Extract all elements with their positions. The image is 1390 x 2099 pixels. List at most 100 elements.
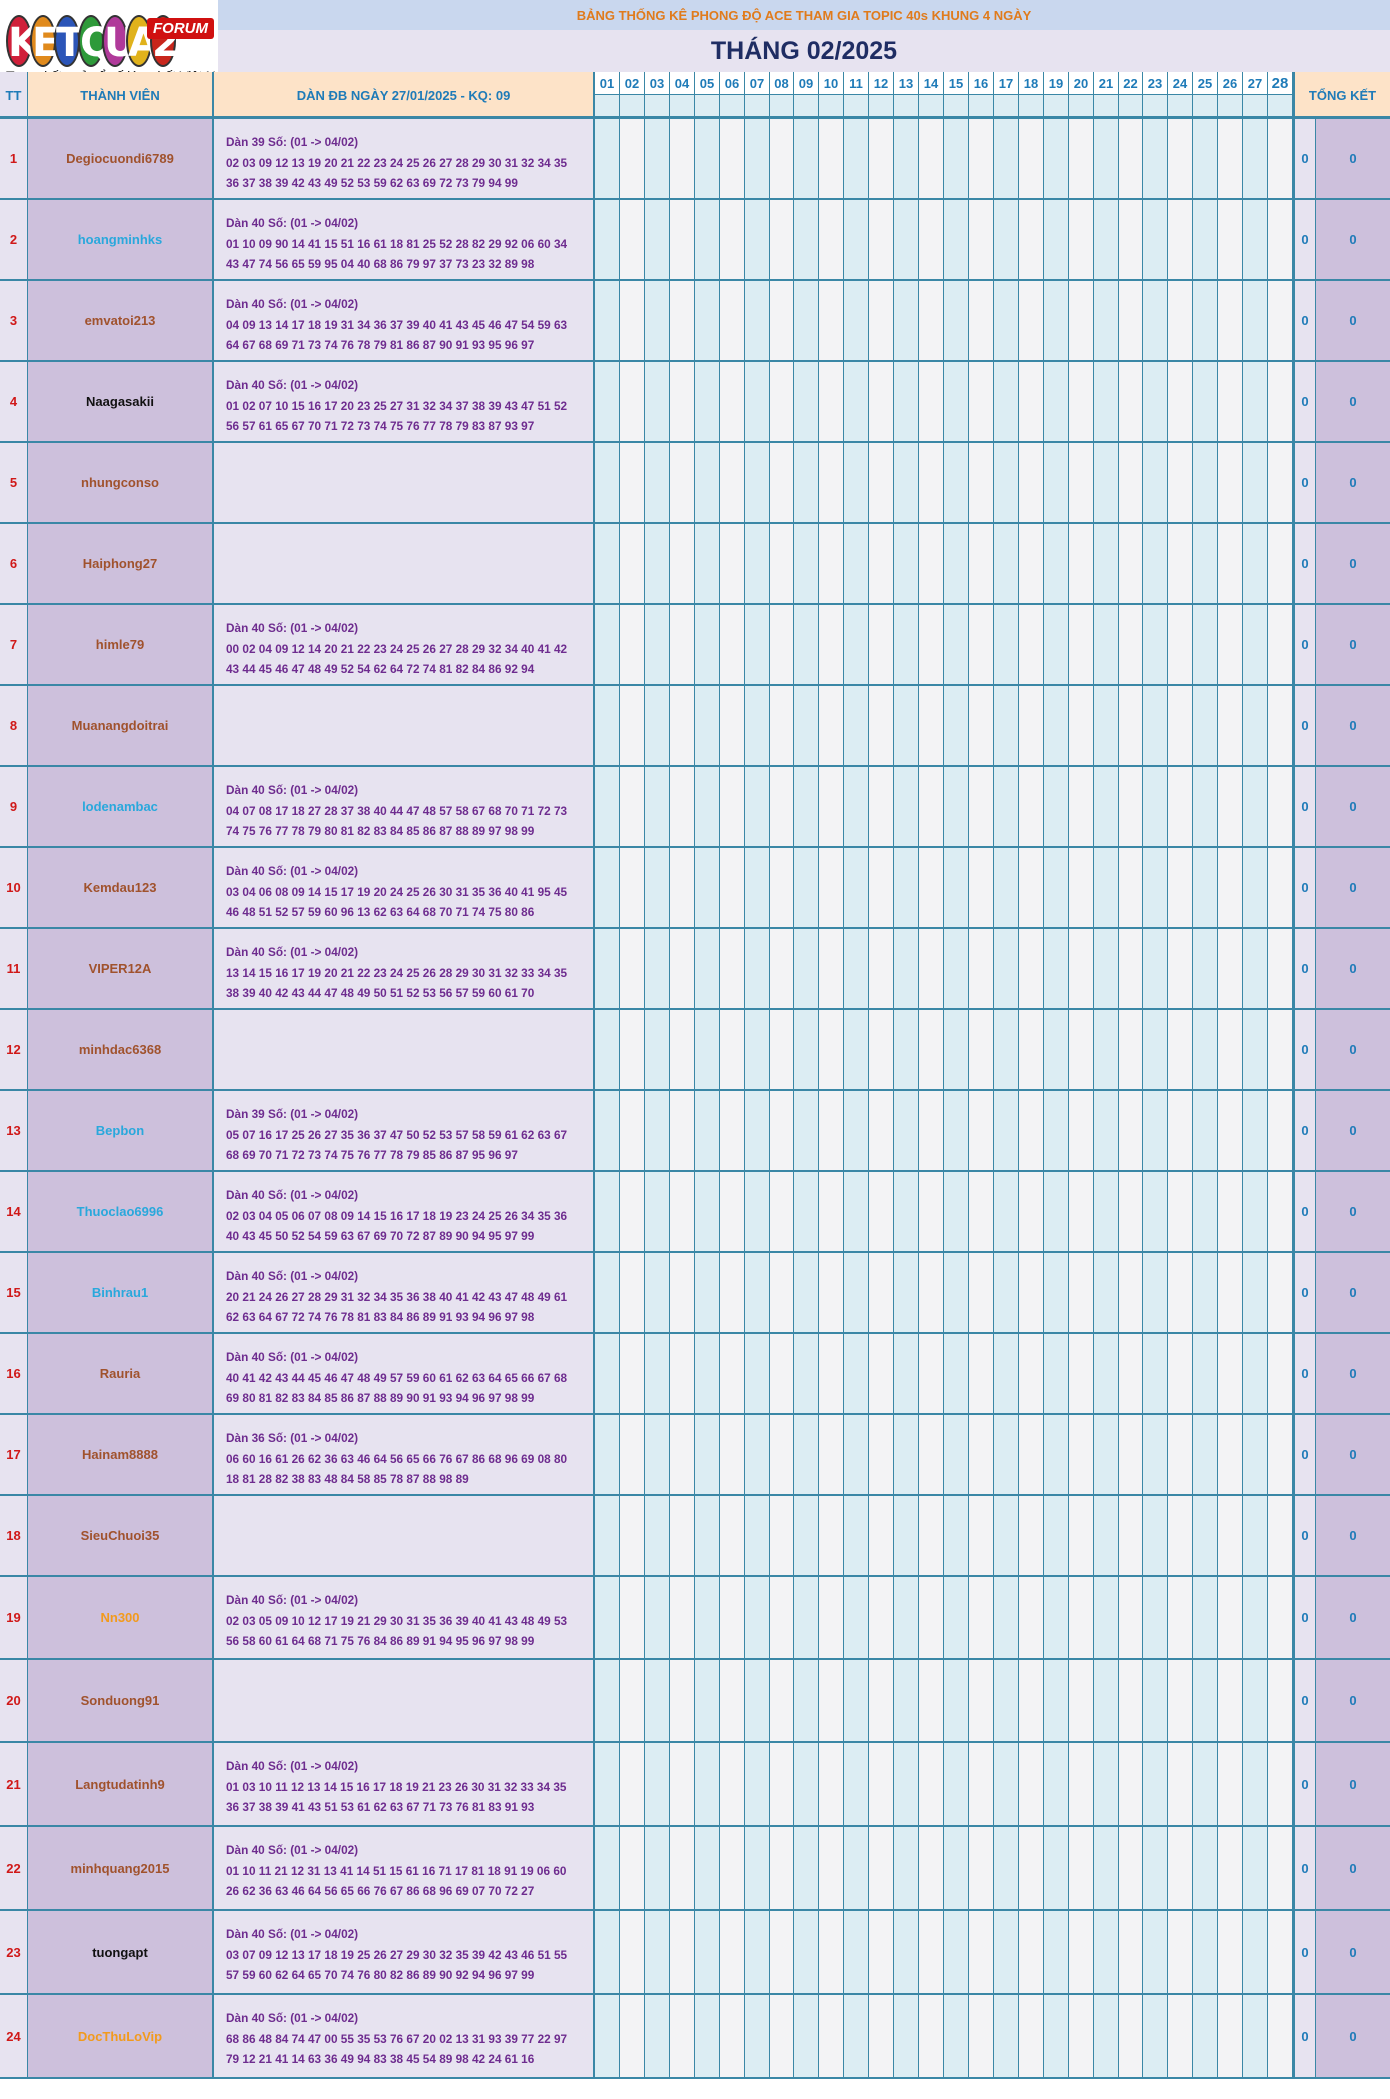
day-cell[interactable] xyxy=(1094,1334,1119,1413)
dan-cell[interactable]: Dàn 40 Số: (01 -> 04/02) 00 02 04 09 12 1… xyxy=(214,605,595,684)
day-cell[interactable] xyxy=(819,1660,844,1741)
day-cell[interactable] xyxy=(919,1911,944,1993)
day-cell[interactable] xyxy=(1243,1911,1268,1993)
day-cell[interactable] xyxy=(695,119,720,198)
day-cell[interactable] xyxy=(1243,1577,1268,1658)
day-cell[interactable] xyxy=(1094,1577,1119,1658)
day-cell[interactable] xyxy=(1268,1091,1293,1170)
day-cell[interactable] xyxy=(1218,686,1243,765)
day-cell[interactable] xyxy=(794,767,819,846)
dan-cell[interactable] xyxy=(214,686,595,765)
day-cell[interactable] xyxy=(1193,443,1218,522)
day-cell[interactable] xyxy=(844,443,869,522)
day-cell[interactable] xyxy=(745,848,770,927)
day-cell[interactable] xyxy=(595,119,620,198)
day-cell[interactable] xyxy=(620,1496,645,1575)
day-cell[interactable] xyxy=(1119,1334,1143,1413)
day-cell[interactable] xyxy=(670,686,695,765)
day-cell[interactable] xyxy=(994,1577,1019,1658)
day-cell[interactable] xyxy=(1069,1995,1094,2077)
day-cell[interactable] xyxy=(844,767,869,846)
day-cell[interactable] xyxy=(1094,1911,1119,1993)
day-cell[interactable] xyxy=(919,1415,944,1494)
day-cell[interactable] xyxy=(794,200,819,279)
day-cell[interactable] xyxy=(1193,1010,1218,1089)
day-cell[interactable] xyxy=(819,1577,844,1658)
day-cell[interactable] xyxy=(595,1496,620,1575)
day-cell[interactable] xyxy=(1143,686,1168,765)
day-cell[interactable] xyxy=(720,1743,745,1825)
day-cell[interactable] xyxy=(894,1091,919,1170)
member-name[interactable]: Langtudatinh9 xyxy=(28,1743,214,1825)
day-cell[interactable] xyxy=(1119,200,1143,279)
member-name[interactable]: Thuoclao6996 xyxy=(28,1172,214,1251)
day-cell[interactable] xyxy=(695,1172,720,1251)
member-name[interactable]: Bepbon xyxy=(28,1091,214,1170)
day-cell[interactable] xyxy=(1069,1010,1094,1089)
day-cell[interactable] xyxy=(1268,119,1293,198)
day-cell[interactable] xyxy=(770,1995,794,2077)
day-cell[interactable] xyxy=(670,443,695,522)
member-name[interactable]: Nn300 xyxy=(28,1577,214,1658)
member-name[interactable]: Sonduong91 xyxy=(28,1660,214,1741)
day-cell[interactable] xyxy=(1119,281,1143,360)
day-cell[interactable] xyxy=(1218,362,1243,441)
day-cell[interactable] xyxy=(994,1172,1019,1251)
day-cell[interactable] xyxy=(1094,281,1119,360)
day-cell[interactable] xyxy=(1243,1660,1268,1741)
day-cell[interactable] xyxy=(620,362,645,441)
day-cell[interactable] xyxy=(944,200,969,279)
day-cell[interactable] xyxy=(620,1334,645,1413)
day-cell[interactable] xyxy=(819,1995,844,2077)
day-cell[interactable] xyxy=(695,281,720,360)
day-cell[interactable] xyxy=(595,1911,620,1993)
day-cell[interactable] xyxy=(1044,1010,1069,1089)
day-cell[interactable] xyxy=(1143,605,1168,684)
day-cell[interactable] xyxy=(794,281,819,360)
day-cell[interactable] xyxy=(894,1743,919,1825)
day-cell[interactable] xyxy=(1243,281,1268,360)
day-cell[interactable] xyxy=(969,1172,994,1251)
day-cell[interactable] xyxy=(894,443,919,522)
day-cell[interactable] xyxy=(994,1010,1019,1089)
day-cell[interactable] xyxy=(1143,929,1168,1008)
day-cell[interactable] xyxy=(819,1496,844,1575)
day-cell[interactable] xyxy=(869,524,894,603)
day-cell[interactable] xyxy=(1094,605,1119,684)
day-cell[interactable] xyxy=(670,1253,695,1332)
day-cell[interactable] xyxy=(894,605,919,684)
day-cell[interactable] xyxy=(1019,1660,1044,1741)
day-cell[interactable] xyxy=(770,1660,794,1741)
day-cell[interactable] xyxy=(819,362,844,441)
day-cell[interactable] xyxy=(1094,1253,1119,1332)
day-cell[interactable] xyxy=(869,1577,894,1658)
day-cell[interactable] xyxy=(745,1995,770,2077)
day-cell[interactable] xyxy=(770,848,794,927)
day-cell[interactable] xyxy=(645,848,670,927)
day-cell[interactable] xyxy=(1019,362,1044,441)
day-cell[interactable] xyxy=(1193,767,1218,846)
day-cell[interactable] xyxy=(720,929,745,1008)
day-cell[interactable] xyxy=(894,1253,919,1332)
day-cell[interactable] xyxy=(670,1743,695,1825)
day-cell[interactable] xyxy=(794,1091,819,1170)
day-cell[interactable] xyxy=(894,767,919,846)
day-cell[interactable] xyxy=(844,1415,869,1494)
day-cell[interactable] xyxy=(1243,1172,1268,1251)
day-cell[interactable] xyxy=(994,686,1019,765)
day-cell[interactable] xyxy=(869,443,894,522)
day-cell[interactable] xyxy=(944,362,969,441)
day-cell[interactable] xyxy=(794,1995,819,2077)
day-cell[interactable] xyxy=(794,443,819,522)
day-cell[interactable] xyxy=(745,281,770,360)
day-cell[interactable] xyxy=(770,1172,794,1251)
day-cell[interactable] xyxy=(794,1415,819,1494)
member-name[interactable]: Muanangdoitrai xyxy=(28,686,214,765)
day-cell[interactable] xyxy=(844,605,869,684)
day-cell[interactable] xyxy=(944,1415,969,1494)
day-cell[interactable] xyxy=(1069,848,1094,927)
day-cell[interactable] xyxy=(894,200,919,279)
day-cell[interactable] xyxy=(844,1743,869,1825)
day-cell[interactable] xyxy=(645,1010,670,1089)
day-cell[interactable] xyxy=(1193,281,1218,360)
